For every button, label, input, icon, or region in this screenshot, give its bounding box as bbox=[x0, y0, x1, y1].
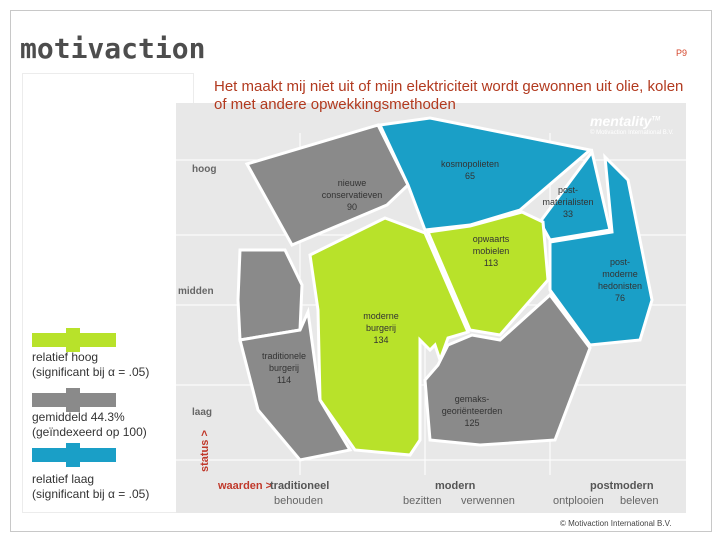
legend-label-low-line2: (significant bij α = .05) bbox=[32, 487, 150, 501]
level-label-midden: midden bbox=[178, 286, 214, 297]
segment-label-gemaksgeorienteerden-1: gemaks- bbox=[455, 394, 490, 404]
legend-label-average-line1: gemiddeld 44.3% bbox=[32, 410, 125, 424]
legend-label-average-line2: (geïndexeerd op 100) bbox=[32, 425, 147, 439]
column-label-modern: modern bbox=[435, 480, 476, 492]
subcolumn-label-bezitten: bezitten bbox=[403, 495, 442, 507]
legend-swatch-average bbox=[32, 388, 116, 412]
legend-label-high-line2: (significant bij α = .05) bbox=[32, 365, 150, 379]
segment-label-postmaterialisten-1: post- bbox=[558, 185, 578, 195]
segment-label-nieuwe-conservatieven-1: nieuwe bbox=[338, 178, 367, 188]
legend-label-low-line1: relatief laag bbox=[32, 472, 95, 486]
column-label-traditioneel: traditioneel bbox=[270, 480, 329, 492]
segment-traditionele-burgerij-top[interactable] bbox=[236, 248, 304, 342]
segment-label-postmoderne-hedonisten-2: moderne bbox=[602, 269, 638, 279]
segment-label-postmaterialisten-2: materialisten bbox=[542, 197, 593, 207]
page-title: Het maakt mij niet uit of mijn elektrici… bbox=[214, 78, 684, 113]
segment-label-postmoderne-hedonisten-4: 76 bbox=[615, 293, 625, 303]
segment-kosmopolieten[interactable] bbox=[377, 116, 594, 232]
segment-label-postmaterialisten-3: 33 bbox=[563, 209, 573, 219]
legend-tab-average bbox=[66, 388, 80, 412]
column-label-postmodern: postmodern bbox=[590, 480, 654, 492]
segment-label-traditionele-burgerij-2: burgerij bbox=[269, 363, 299, 373]
segment-label-kosmopolieten-1: kosmopolieten bbox=[441, 159, 499, 169]
subcolumn-label-behouden: behouden bbox=[274, 495, 323, 507]
level-label-laag: laag bbox=[192, 407, 212, 418]
brand-logo: motivaction bbox=[20, 32, 206, 65]
page-number: P9 bbox=[676, 48, 688, 58]
subcolumn-label-verwennen: verwennen bbox=[461, 495, 515, 507]
mentality-copyright: © Motivaction International B.V. bbox=[590, 130, 674, 136]
segment-label-nieuwe-conservatieven-2: conservatieven bbox=[322, 190, 383, 200]
legend-label-high: relatief hoog (significant bij α = .05) bbox=[32, 350, 149, 380]
subcolumn-label-ontplooien: ontplooien bbox=[553, 495, 604, 507]
level-label-hoog: hoog bbox=[192, 164, 216, 175]
status-axis-label: status > bbox=[199, 430, 211, 472]
legend-tab-high bbox=[66, 328, 80, 352]
segment-label-gemaksgeorienteerden-3: 125 bbox=[464, 418, 479, 428]
legend-label-high-line1: relatief hoog bbox=[32, 350, 99, 364]
subcolumn-label-beleven: beleven bbox=[620, 495, 659, 507]
segment-label-opwaarts-mobielen-3: 113 bbox=[484, 258, 498, 268]
segment-label-nieuwe-conservatieven-3: 90 bbox=[347, 202, 357, 212]
legend-swatch-low bbox=[32, 443, 116, 467]
segment-label-traditionele-burgerij-3: 114 bbox=[277, 375, 291, 385]
segment-nieuwe-conservatieven[interactable] bbox=[244, 123, 410, 247]
legend-label-low: relatief laag (significant bij α = .05) bbox=[32, 472, 149, 502]
segment-opwaarts-mobielen[interactable] bbox=[425, 210, 550, 337]
segment-traditionele-burgerij[interactable] bbox=[238, 306, 353, 462]
segment-label-gemaksgeorienteerden-2: georiënteerden bbox=[442, 406, 503, 416]
segment-postmoderne-hedonisten[interactable] bbox=[548, 152, 654, 347]
segment-postmaterialisten[interactable] bbox=[538, 148, 612, 242]
legend-swatch-high bbox=[32, 328, 116, 352]
segment-label-moderne-burgerij-3: 134 bbox=[373, 335, 388, 345]
mentality-logo: mentalityTM bbox=[590, 113, 660, 129]
mentality-trademark: TM bbox=[651, 116, 661, 123]
legend-label-average: gemiddeld 44.3% (geïndexeerd op 100) bbox=[32, 410, 147, 440]
segment-gemaksgeorienteerden[interactable] bbox=[423, 292, 592, 447]
legend-tab-low bbox=[66, 443, 80, 467]
segment-label-traditionele-burgerij-1: traditionele bbox=[262, 351, 306, 361]
segment-label-opwaarts-mobielen-2: mobielen bbox=[473, 246, 510, 256]
segment-label-postmoderne-hedonisten-1: post- bbox=[610, 257, 630, 267]
segment-labels: nieuwe conservatieven 90 kosmopolieten 6… bbox=[262, 159, 642, 428]
mentality-logo-text: mentality bbox=[590, 113, 652, 129]
segment-label-moderne-burgerij-1: moderne bbox=[363, 311, 399, 321]
footer-copyright: © Motivaction International B.V. bbox=[560, 519, 672, 528]
segment-label-kosmopolieten-2: 65 bbox=[465, 171, 475, 181]
segment-label-postmoderne-hedonisten-3: hedonisten bbox=[598, 281, 642, 291]
segment-label-moderne-burgerij-2: burgerij bbox=[366, 323, 396, 333]
segment-label-opwaarts-mobielen-1: opwaarts bbox=[473, 234, 510, 244]
waarden-axis-label: waarden > bbox=[217, 480, 272, 492]
